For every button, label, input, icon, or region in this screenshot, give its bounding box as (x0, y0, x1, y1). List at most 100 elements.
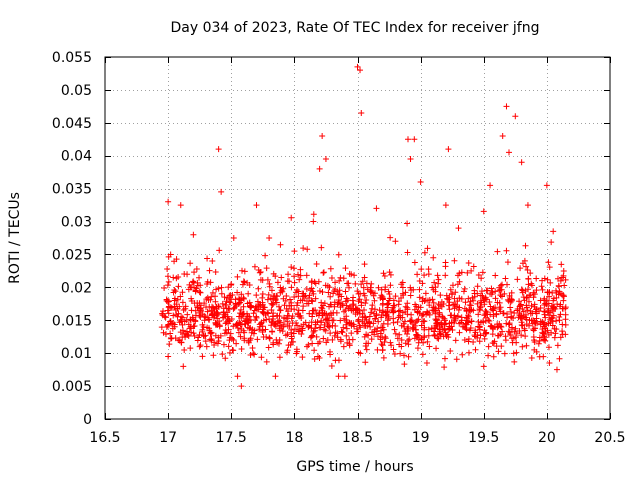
scatter-point (194, 282, 201, 289)
scatter-point (334, 334, 341, 341)
y-tick-label: 0.035 (52, 182, 92, 198)
scatter-point (426, 302, 433, 309)
scatter-point (358, 109, 365, 116)
scatter-point (177, 202, 184, 209)
scatter-point (313, 260, 320, 267)
scatter-point (274, 312, 281, 319)
scatter-point (182, 330, 189, 337)
scatter-point (425, 271, 432, 278)
scatter-point (171, 323, 178, 330)
scatter-point (197, 342, 204, 349)
scatter-point (281, 314, 288, 321)
scatter-point (487, 303, 494, 310)
scatter-point (208, 312, 215, 319)
scatter-point (556, 355, 563, 362)
scatter-point (171, 303, 178, 310)
scatter-point (244, 279, 251, 286)
scatter-point (246, 325, 253, 332)
scatter-point (340, 343, 347, 350)
scatter-point (421, 334, 428, 341)
scatter-point (291, 306, 298, 313)
scatter-point (368, 280, 375, 287)
scatter-point (206, 327, 213, 334)
scatter-point (219, 351, 226, 358)
scatter-point (423, 360, 430, 367)
x-tick-label: 20.5 (594, 430, 625, 446)
scatter-point (291, 248, 298, 255)
x-tick-label: 17 (159, 430, 177, 446)
scatter-point (396, 331, 403, 338)
scatter-point (202, 338, 209, 345)
scatter-point (297, 312, 304, 319)
scatter-point (214, 340, 221, 347)
scatter-point (545, 305, 552, 312)
scatter-point (361, 333, 368, 340)
scatter-point (355, 349, 362, 356)
scatter-point (341, 315, 348, 322)
scatter-point (500, 310, 507, 317)
scatter-point (430, 254, 437, 261)
scatter-point (523, 302, 530, 309)
scatter-point (217, 332, 224, 339)
scatter-point (394, 335, 401, 342)
scatter-point (349, 336, 356, 343)
scatter-point (164, 273, 171, 280)
scatter-point (510, 350, 517, 357)
scatter-point (168, 320, 175, 327)
scatter-point (255, 285, 262, 292)
scatter-point (266, 283, 273, 290)
scatter-point (508, 313, 515, 320)
scatter-point (174, 296, 181, 303)
scatter-point (263, 358, 270, 365)
scatter-point (481, 312, 488, 319)
scatter-point (216, 323, 223, 330)
scatter-point (245, 290, 252, 297)
scatter-point (170, 274, 177, 281)
scatter-point (519, 260, 526, 267)
scatter-point (234, 273, 241, 280)
scatter-point (562, 311, 569, 318)
scatter-point (273, 299, 280, 306)
scatter-point (512, 113, 519, 120)
scatter-point (220, 314, 227, 321)
scatter-point (275, 303, 282, 310)
scatter-point (203, 304, 209, 311)
scatter-point (357, 67, 364, 74)
scatter-point (477, 304, 484, 311)
scatter-point (559, 305, 566, 312)
scatter-point (256, 321, 263, 328)
scatter-point (550, 312, 557, 319)
scatter-point (293, 302, 300, 309)
scatter-point (492, 272, 499, 279)
scatter-point (404, 249, 411, 256)
scatter-point (222, 355, 229, 362)
scatter-point (376, 307, 383, 314)
scatter-point (199, 326, 206, 333)
scatter-point (553, 326, 560, 333)
scatter-point (324, 320, 331, 327)
scatter-point (259, 277, 266, 284)
scatter-point (343, 319, 350, 326)
scatter-point (354, 288, 361, 295)
scatter-point (407, 317, 414, 324)
scatter-point (316, 310, 323, 317)
scatter-point (244, 313, 251, 320)
scatter-point (379, 296, 386, 303)
scatter-point (295, 288, 302, 295)
scatter-point (310, 211, 317, 218)
scatter-point (238, 291, 245, 298)
scatter-point (165, 298, 172, 305)
scatter-point (268, 322, 275, 329)
scatter-point (480, 363, 487, 370)
scatter-point (358, 281, 365, 288)
scatter-point (496, 287, 503, 294)
scatter-point (426, 296, 433, 303)
scatter-point (187, 323, 194, 330)
scatter-point (378, 286, 385, 293)
scatter-point (546, 264, 553, 271)
scatter-point (455, 225, 462, 232)
scatter-point (251, 263, 258, 270)
scatter-point (401, 361, 408, 368)
scatter-point (208, 307, 215, 314)
scatter-point (421, 249, 428, 256)
